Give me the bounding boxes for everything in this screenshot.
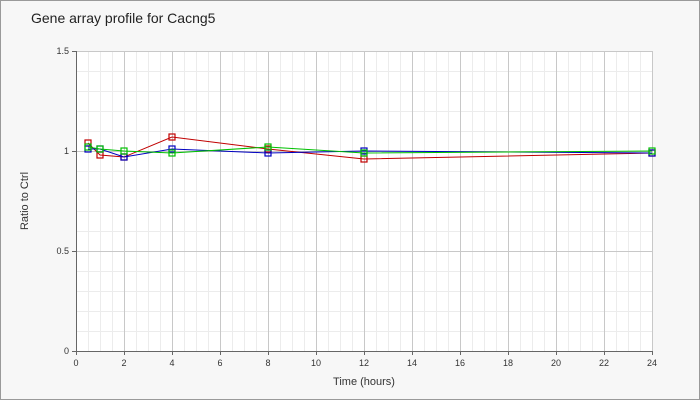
x-tick-label: 6 — [217, 358, 222, 368]
data-point — [96, 145, 104, 153]
y-axis-title: Ratio to Ctrl — [19, 172, 31, 230]
series-line — [87, 136, 653, 160]
y-tick-label: 0.5 — [56, 246, 69, 256]
chart-title: Gene array profile for Cacng5 — [31, 10, 216, 26]
data-point — [648, 147, 656, 155]
series-line — [87, 146, 653, 154]
x-tick-label: 12 — [359, 358, 369, 368]
x-tick-label: 20 — [551, 358, 561, 368]
x-tick-label: 2 — [121, 358, 126, 368]
x-tick-label: 4 — [169, 358, 174, 368]
y-tick-label: 1 — [64, 146, 69, 156]
x-tick-label: 18 — [503, 358, 513, 368]
y-tick-label: 1.5 — [56, 46, 69, 56]
data-point — [84, 143, 92, 151]
x-tick-label: 0 — [73, 358, 78, 368]
x-axis-title: Time (hours) — [333, 376, 395, 388]
x-tick-label: 14 — [407, 358, 417, 368]
x-tick-label: 10 — [311, 358, 321, 368]
data-point — [168, 145, 176, 153]
data-point — [168, 133, 176, 141]
x-tick-label: 22 — [599, 358, 609, 368]
x-tick-label: 16 — [455, 358, 465, 368]
y-tick-label: 0 — [64, 346, 69, 356]
data-point — [360, 149, 368, 157]
series-3 — [84, 143, 656, 157]
x-tick-label: 8 — [265, 358, 270, 368]
data-point — [168, 149, 176, 157]
x-tick-label: 24 — [647, 358, 657, 368]
data-point — [120, 147, 128, 155]
data-point — [264, 143, 272, 151]
